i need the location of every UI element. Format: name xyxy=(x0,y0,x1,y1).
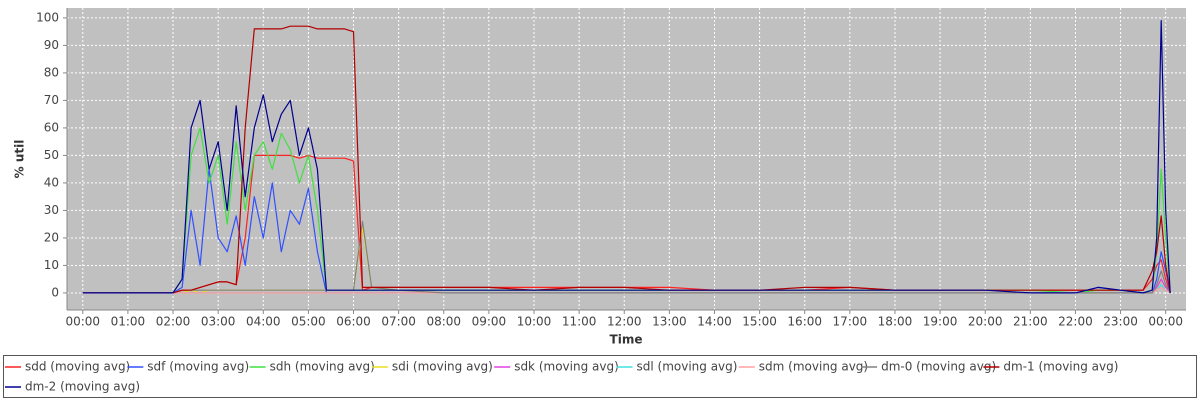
legend-label: sdh (moving avg) xyxy=(270,360,375,374)
legend-label: sdk (moving avg) xyxy=(514,360,619,374)
x-tick-label: 21:00 xyxy=(1013,315,1048,329)
x-tick-label: 03:00 xyxy=(201,315,236,329)
y-axis-title: % util xyxy=(13,140,27,179)
x-tick-label: 20:00 xyxy=(968,315,1003,329)
x-tick-label: 00:00 xyxy=(65,315,100,329)
x-tick-label: 01:00 xyxy=(111,315,146,329)
x-tick-label: 19:00 xyxy=(923,315,958,329)
y-tick-label: 20 xyxy=(44,230,59,244)
x-tick-label: 23:00 xyxy=(1103,315,1138,329)
legend-label: sdl (moving avg) xyxy=(637,360,738,374)
y-tick-label: 80 xyxy=(44,65,59,79)
legend-label: dm-2 (moving avg) xyxy=(25,380,140,394)
x-tick-label: 05:00 xyxy=(291,315,326,329)
y-tick-label: 100 xyxy=(36,10,59,24)
legend-label: sdm (moving avg) xyxy=(759,360,868,374)
x-tick-label: 04:00 xyxy=(246,315,281,329)
y-tick-label: 40 xyxy=(44,175,59,189)
x-tick-label: 16:00 xyxy=(787,315,822,329)
x-tick-label: 22:00 xyxy=(1058,315,1093,329)
legend-label: dm-0 (moving avg) xyxy=(881,360,996,374)
legend-label: dm-1 (moving avg) xyxy=(1003,360,1118,374)
x-tick-label: 08:00 xyxy=(426,315,461,329)
series-line xyxy=(82,20,1171,294)
legend-label: sdf (moving avg) xyxy=(147,360,249,374)
y-tick-label: 60 xyxy=(44,120,59,134)
x-axis-title: Time xyxy=(610,333,643,347)
x-tick-label: 07:00 xyxy=(381,315,416,329)
series-line xyxy=(82,25,1171,294)
x-tick-label: 15:00 xyxy=(742,315,777,329)
y-tick-label: 70 xyxy=(44,93,59,107)
x-tick-label: 13:00 xyxy=(652,315,687,329)
y-tick-label: 30 xyxy=(44,203,59,217)
y-tick-label: 10 xyxy=(44,258,59,272)
legend-label: sdi (moving avg) xyxy=(392,360,493,374)
y-tick-label: 0 xyxy=(51,285,59,299)
x-tick-label: 09:00 xyxy=(472,315,507,329)
y-tick-label: 50 xyxy=(44,148,59,162)
x-tick-label: 06:00 xyxy=(336,315,371,329)
x-tick-label: 18:00 xyxy=(878,315,913,329)
y-tick-label: 90 xyxy=(44,38,59,52)
x-tick-label: 00:00 xyxy=(1148,315,1183,329)
legend-label: sdd (moving avg) xyxy=(25,360,130,374)
x-tick-label: 12:00 xyxy=(607,315,642,329)
x-tick-label: 17:00 xyxy=(833,315,868,329)
x-tick-label: 02:00 xyxy=(156,315,191,329)
legend-box xyxy=(3,355,1197,398)
x-tick-label: 10:00 xyxy=(517,315,552,329)
x-tick-label: 11:00 xyxy=(562,315,597,329)
x-tick-label: 14:00 xyxy=(697,315,732,329)
